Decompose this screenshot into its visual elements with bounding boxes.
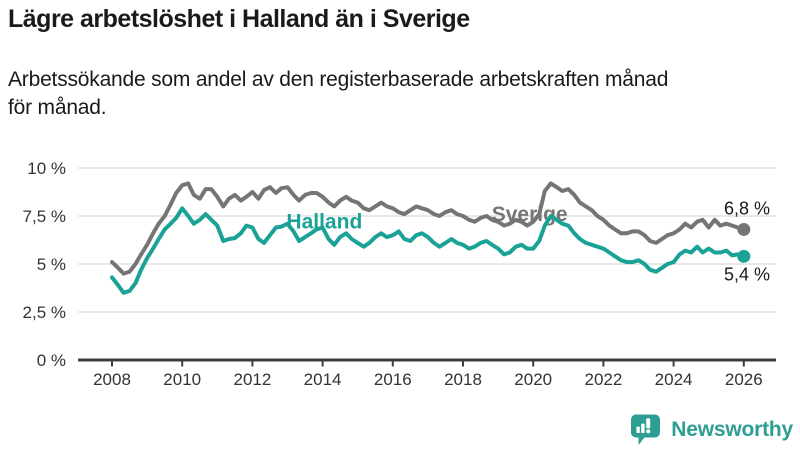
- y-tick-label: 2,5 %: [23, 303, 66, 322]
- x-tick-label-2020: 2020: [514, 370, 552, 389]
- y-tick-label: 5 %: [37, 255, 66, 274]
- x-tick-label-2024: 2024: [655, 370, 693, 389]
- x-tick-label-2026: 2026: [725, 370, 763, 389]
- x-tick-label-2012: 2012: [233, 370, 271, 389]
- chart-subtitle: Arbetssökande som andel av den registerb…: [8, 66, 668, 122]
- series-label-halland: Halland: [286, 210, 362, 233]
- chart-subtitle-line-2: för månad.: [8, 96, 107, 119]
- newsworthy-brand-text: Newsworthy: [671, 418, 793, 441]
- x-tick-label-2018: 2018: [444, 370, 482, 389]
- series-line-sverige: [110, 181, 746, 276]
- page-title: Lägre arbetslöshet i Halland än i Sverig…: [8, 5, 470, 33]
- series-end-dot-sverige: [737, 222, 751, 236]
- y-tick-label: 7,5 %: [23, 207, 66, 226]
- unemployment-line-chart: 0 % 2,5 % 5 % 7,5 % 10 % 2008 2010 2012 2014 2016…: [23, 159, 776, 389]
- x-tick-label-2008: 2008: [93, 370, 131, 389]
- y-tick-label: 0 %: [37, 351, 66, 370]
- newsworthy-branding: Newsworthy: [630, 413, 793, 447]
- chart-subtitle-line-1: Arbetssökande som andel av den registerb…: [8, 68, 669, 91]
- x-tick-label-2014: 2014: [304, 370, 342, 389]
- y-tick-label: 10 %: [27, 159, 66, 178]
- x-tick-label-2022: 2022: [584, 370, 622, 389]
- end-value-label-halland: 5,4 %: [724, 264, 770, 284]
- x-tick-label-2016: 2016: [374, 370, 412, 389]
- series-end-dot-halland: [737, 249, 751, 263]
- series-label-sverige: Sverige: [492, 203, 568, 226]
- end-value-label-sverige: 6,8 %: [724, 198, 770, 218]
- x-tick-label-2010: 2010: [163, 370, 201, 389]
- newsworthy-logo-icon: [631, 414, 661, 445]
- series-line-halland: [110, 206, 746, 295]
